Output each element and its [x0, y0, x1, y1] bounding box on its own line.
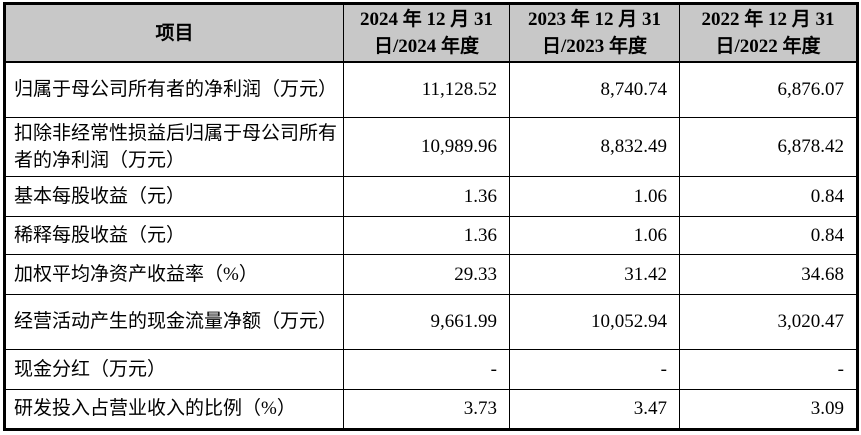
cell-value-2024: 1.36 — [343, 215, 510, 255]
cell-value-2024: - — [343, 348, 510, 390]
row-label: 扣除非经常性损益后归属于母公司所有者的净利润（万元） — [4, 116, 344, 177]
table-row-cash-dividend: 现金分红（万元） - - - — [4, 348, 858, 390]
table-header-row: 项目 2024 年 12 月 31 日/2024 年度 2023 年 12 月 … — [4, 3, 858, 63]
row-label: 基本每股收益（元） — [4, 175, 344, 217]
cell-value-2022: 0.84 — [679, 175, 858, 217]
row-label: 归属于母公司所有者的净利润（万元） — [4, 61, 344, 118]
cell-value-2023: - — [509, 348, 680, 390]
row-label: 稀释每股收益（元） — [4, 215, 344, 255]
table-row-basic-eps: 基本每股收益（元） 1.36 1.06 0.84 — [4, 175, 858, 217]
cell-value-2023: 10,052.94 — [509, 293, 680, 350]
table-row-net-profit: 归属于母公司所有者的净利润（万元） 11,128.52 8,740.74 6,8… — [4, 61, 858, 118]
table-row-weighted-avg-roe: 加权平均净资产收益率（%） 29.33 31.42 34.68 — [4, 253, 858, 295]
table-row-diluted-eps: 稀释每股收益（元） 1.36 1.06 0.84 — [4, 215, 858, 255]
cell-value-2023: 8,740.74 — [509, 61, 680, 118]
row-label: 经营活动产生的现金流量净额（万元） — [4, 293, 344, 350]
row-label: 现金分红（万元） — [4, 348, 344, 390]
header-item-column: 项目 — [4, 3, 344, 63]
cell-value-2022: 3,020.47 — [679, 293, 858, 350]
cell-value-2024: 3.73 — [343, 388, 510, 430]
table-row-net-profit-excl-nonrecurring: 扣除非经常性损益后归属于母公司所有者的净利润（万元） 10,989.96 8,8… — [4, 116, 858, 177]
cell-value-2024: 10,989.96 — [343, 116, 510, 177]
cell-value-2022: 34.68 — [679, 253, 858, 295]
cell-value-2024: 1.36 — [343, 175, 510, 217]
cell-value-2022: 3.09 — [679, 388, 858, 430]
cell-value-2023: 3.47 — [509, 388, 680, 430]
table-row-operating-cash-flow: 经营活动产生的现金流量净额（万元） 9,661.99 10,052.94 3,0… — [4, 293, 858, 350]
cell-value-2022: 0.84 — [679, 215, 858, 255]
row-label: 研发投入占营业收入的比例（%） — [4, 388, 344, 430]
cell-value-2023: 1.06 — [509, 175, 680, 217]
cell-value-2024: 11,128.52 — [343, 61, 510, 118]
cell-value-2023: 8,832.49 — [509, 116, 680, 177]
header-period-2022: 2022 年 12 月 31 日/2022 年度 — [679, 3, 858, 63]
table-row-rd-expense-ratio: 研发投入占营业收入的比例（%） 3.73 3.47 3.09 — [4, 388, 858, 430]
cell-value-2024: 29.33 — [343, 253, 510, 295]
row-label: 加权平均净资产收益率（%） — [4, 253, 344, 295]
header-period-2023: 2023 年 12 月 31 日/2023 年度 — [509, 3, 680, 63]
cell-value-2022: 6,878.42 — [679, 116, 858, 177]
cell-value-2022: 6,876.07 — [679, 61, 858, 118]
cell-value-2022: - — [679, 348, 858, 390]
financial-indicators-table: 项目 2024 年 12 月 31 日/2024 年度 2023 年 12 月 … — [3, 2, 859, 431]
cell-value-2023: 1.06 — [509, 215, 680, 255]
header-period-2024: 2024 年 12 月 31 日/2024 年度 — [343, 3, 510, 63]
cell-value-2023: 31.42 — [509, 253, 680, 295]
cell-value-2024: 9,661.99 — [343, 293, 510, 350]
